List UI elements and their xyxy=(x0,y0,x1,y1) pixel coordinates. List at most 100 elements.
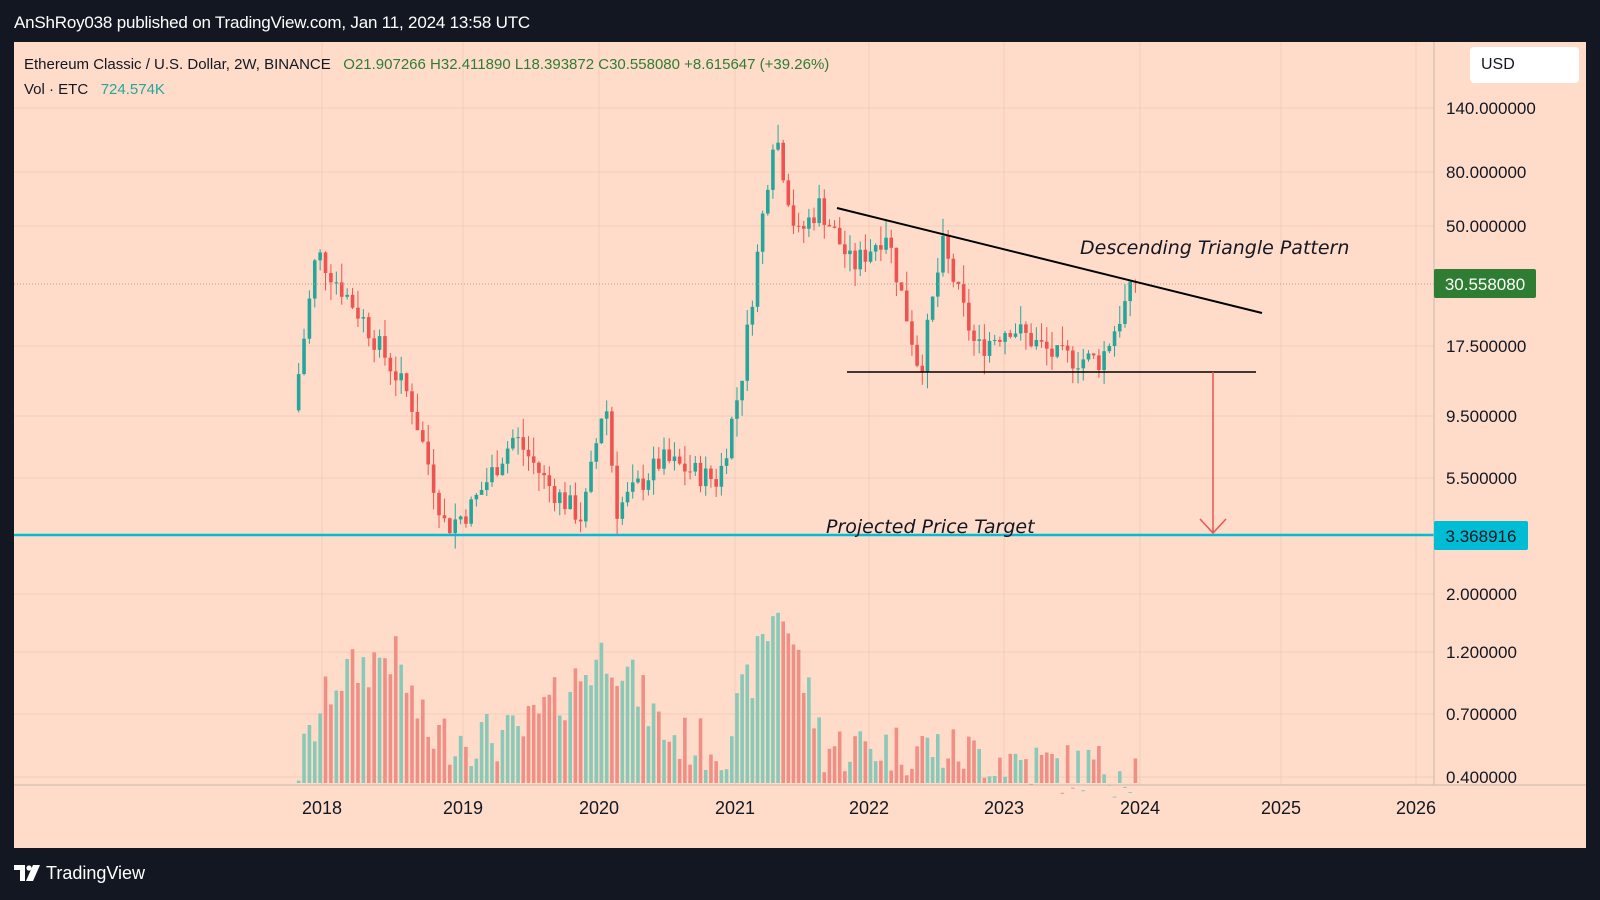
candle xyxy=(709,465,713,488)
volume-bar xyxy=(683,717,687,783)
candle xyxy=(366,312,371,347)
volume-bar xyxy=(651,703,656,783)
volume-bar xyxy=(563,720,567,783)
volume-bar xyxy=(630,659,635,783)
volume-bar xyxy=(956,761,961,783)
grid-lines xyxy=(14,42,1434,785)
candle xyxy=(620,496,625,525)
candle xyxy=(495,450,500,477)
candle xyxy=(1039,323,1044,348)
candle xyxy=(651,446,656,495)
candle xyxy=(531,437,536,475)
volume-bar xyxy=(972,740,976,783)
candle xyxy=(1076,352,1080,384)
volume-bar xyxy=(372,652,376,783)
volume-bar xyxy=(1055,758,1059,783)
volume-label: Vol · ETC xyxy=(24,81,89,98)
candle xyxy=(884,219,888,254)
candle xyxy=(904,271,909,322)
volume-bar xyxy=(729,736,734,783)
time-tick-label: 2025 xyxy=(1261,798,1301,818)
volume-bar xyxy=(377,657,382,783)
candle xyxy=(383,319,387,366)
volume-bar xyxy=(1034,747,1039,783)
candle xyxy=(817,184,821,227)
volume-bar xyxy=(469,766,473,783)
candle xyxy=(552,478,557,512)
candle xyxy=(915,335,919,368)
price-tick-label: 1.200000 xyxy=(1446,643,1517,662)
candle xyxy=(987,332,992,363)
volume-bar xyxy=(863,741,868,783)
candle xyxy=(584,488,588,528)
volume-bar xyxy=(693,755,698,783)
volume-bar xyxy=(302,733,306,783)
candle xyxy=(1008,329,1013,339)
symbol-name: Ethereum Classic / U.S. Dollar, 2W, BINA… xyxy=(24,56,331,73)
volume-bar xyxy=(589,685,593,783)
candle xyxy=(437,489,441,529)
candle xyxy=(312,258,317,308)
volume-bar xyxy=(920,736,925,783)
volume-bar xyxy=(1081,790,1086,792)
candle xyxy=(431,449,436,510)
volume-bar xyxy=(1029,783,1033,785)
volume-bar xyxy=(745,664,750,783)
volume-bar xyxy=(323,676,328,783)
volume-bar xyxy=(755,636,760,783)
volume-bar xyxy=(951,729,956,783)
volume-bar xyxy=(339,690,344,783)
currency-selector[interactable]: USD xyxy=(1470,47,1579,83)
volume-bar xyxy=(505,715,510,783)
volume-bar xyxy=(615,685,619,783)
volume-bar xyxy=(636,706,640,783)
volume-bar xyxy=(657,711,661,783)
candle xyxy=(557,489,562,516)
volume-bar xyxy=(479,722,484,783)
candle xyxy=(469,496,473,527)
time-tick-label: 2023 xyxy=(984,798,1024,818)
volume-bar xyxy=(776,612,780,783)
ohlc-row: Ethereum Classic / U.S. Dollar, 2W, BINA… xyxy=(24,52,829,77)
candle xyxy=(873,243,878,261)
volume-bar xyxy=(383,658,387,783)
volume-bar xyxy=(1097,746,1101,783)
currency-label: USD xyxy=(1481,56,1515,73)
candle xyxy=(302,328,306,376)
candle xyxy=(977,324,981,354)
volume-bar xyxy=(709,754,713,783)
volume-bar xyxy=(1102,774,1106,783)
volume-bar xyxy=(307,725,312,783)
candle xyxy=(688,454,692,480)
volume-bar xyxy=(1060,792,1065,794)
candle xyxy=(946,229,950,274)
volume-bar xyxy=(946,758,950,783)
candle xyxy=(843,230,847,269)
candle xyxy=(636,470,640,484)
candle xyxy=(323,251,328,291)
candle xyxy=(345,288,349,300)
candle xyxy=(625,482,630,507)
open-value: O21.907266 xyxy=(343,56,426,73)
volume-bar xyxy=(832,746,837,783)
volume-bar xyxy=(594,659,599,783)
candle xyxy=(796,212,801,233)
candle xyxy=(1128,280,1132,317)
candle xyxy=(630,464,635,499)
volume-bar xyxy=(453,756,458,783)
volume-bar xyxy=(511,715,515,783)
tradingview-brand[interactable]: TradingView xyxy=(46,863,146,883)
low-value: L18.393872 xyxy=(514,56,595,73)
time-tick-label: 2026 xyxy=(1396,798,1436,818)
volume-bar xyxy=(925,737,930,783)
candle xyxy=(822,189,827,239)
volume-bar xyxy=(393,636,398,783)
time-tick-label: 2019 xyxy=(443,798,483,818)
candle xyxy=(1029,323,1033,348)
candlesticks xyxy=(296,124,1138,549)
candle xyxy=(474,493,479,507)
volume-bar xyxy=(910,768,914,783)
volume-bar xyxy=(584,675,588,783)
candle xyxy=(526,436,531,471)
